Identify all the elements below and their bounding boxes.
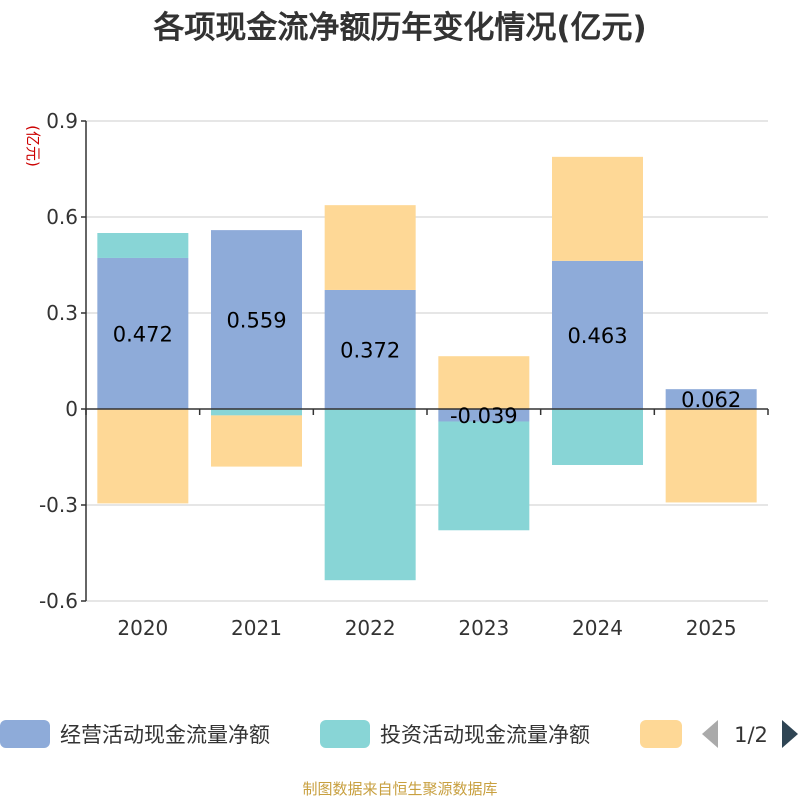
bar-segment	[97, 233, 189, 258]
bar-data-label: 0.463	[567, 324, 627, 348]
bar-data-label: 0.559	[226, 309, 286, 333]
x-tick-label: 2023	[458, 616, 509, 640]
bar-segment	[438, 356, 530, 409]
bar-segment	[324, 289, 416, 409]
axes: -0.6 -0.3 0 0.3 0.6 0.9(亿元) 2020 2021 2022 2023 20…	[24, 109, 769, 640]
bar-data-label: 0.062	[681, 388, 741, 412]
bar-segment	[97, 257, 189, 409]
y-axis-unit: (亿元)	[24, 125, 42, 167]
legend: 经营活动现金流量净额 投资活动现金流量净额 1/2	[0, 720, 798, 748]
legend-label: 投资活动现金流量净额	[380, 723, 590, 747]
bar-segment	[211, 409, 302, 416]
bar-segment	[665, 409, 757, 503]
bar-segment	[211, 415, 302, 467]
chart-title: 各项现金流净额历年变化情况(亿元)	[153, 10, 647, 46]
y-tick-label: 0	[65, 397, 78, 421]
gridlines	[86, 120, 768, 602]
y-tick-label: 0.3	[46, 301, 78, 325]
bar-segment	[438, 421, 530, 531]
legend-swatch	[320, 720, 370, 748]
bar-segment	[438, 409, 530, 422]
bar-data-label: 0.372	[340, 338, 400, 362]
y-tick-label: -0.3	[39, 493, 78, 517]
x-tick-label: 2025	[686, 616, 737, 640]
bar-segment	[324, 205, 416, 290]
source-note: 制图数据来自恒生聚源数据库	[302, 780, 498, 798]
bar-data-label: -0.039	[450, 404, 518, 428]
legend-swatch	[0, 720, 50, 748]
x-tick-label: 2020	[117, 616, 168, 640]
bar-segment	[552, 260, 643, 409]
bar-segment	[211, 230, 302, 409]
x-tick-label: 2022	[345, 616, 396, 640]
bars	[97, 156, 757, 581]
x-tick-label: 2021	[231, 616, 282, 640]
y-tick-label: -0.6	[39, 589, 78, 613]
legend-prev-page-icon[interactable]	[702, 720, 718, 748]
bar-segment	[324, 409, 416, 581]
legend-label: 经营活动现金流量净额	[60, 723, 270, 747]
bar-data-label: 0.472	[113, 322, 173, 346]
bar-segment	[97, 409, 189, 504]
bar-segment	[665, 389, 757, 409]
y-tick-label: 0.9	[46, 109, 78, 133]
legend-page-indicator: 1/2	[734, 723, 768, 747]
legend-swatch	[640, 720, 682, 748]
legend-next-page-icon[interactable]	[782, 720, 798, 748]
x-tick-label: 2024	[572, 616, 623, 640]
bar-segment	[552, 156, 643, 261]
bar-segment	[552, 409, 643, 465]
y-tick-label: 0.6	[46, 205, 78, 229]
bar-labels: 0.472 0.559 0.372 -0.039 0.463 0.062	[113, 309, 741, 429]
